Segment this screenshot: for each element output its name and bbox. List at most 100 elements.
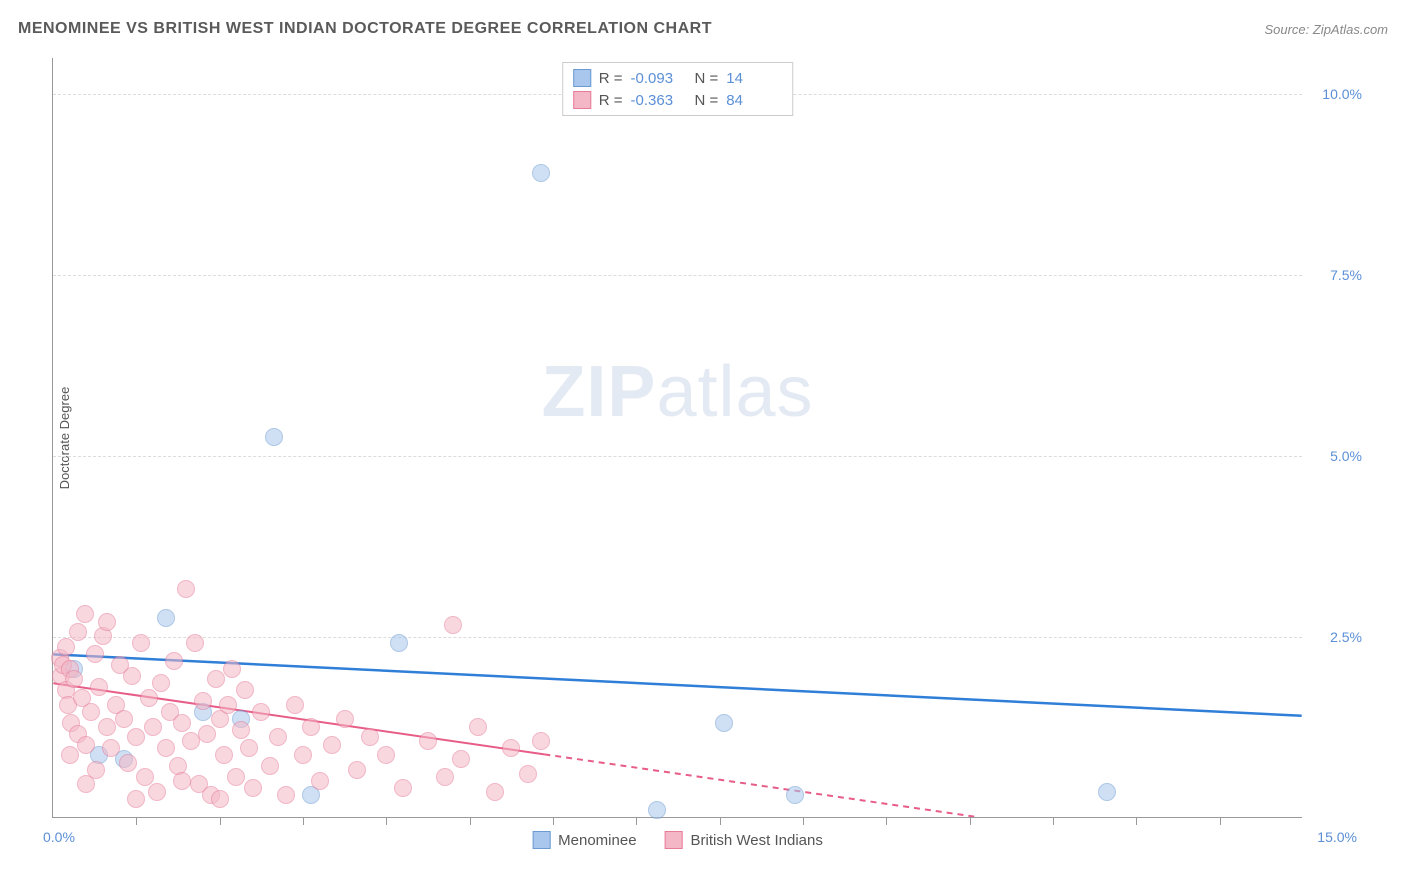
y-tick-label: 2.5% bbox=[1330, 629, 1362, 645]
scatter-point-bwi bbox=[348, 761, 366, 779]
scatter-point-bwi bbox=[177, 580, 195, 598]
scatter-point-bwi bbox=[61, 746, 79, 764]
scatter-point-bwi bbox=[311, 772, 329, 790]
legend-swatch-bwi bbox=[665, 831, 683, 849]
stat-n-label: N = bbox=[695, 70, 719, 87]
x-tick bbox=[636, 817, 637, 825]
scatter-point-bwi bbox=[452, 750, 470, 768]
bottom-legend: Menominee British West Indians bbox=[532, 831, 823, 849]
x-tick bbox=[220, 817, 221, 825]
x-tick bbox=[1220, 817, 1221, 825]
scatter-point-bwi bbox=[127, 790, 145, 808]
scatter-point-menominee bbox=[265, 428, 283, 446]
x-tick bbox=[720, 817, 721, 825]
scatter-point-bwi bbox=[69, 623, 87, 641]
legend-swatch-menominee bbox=[532, 831, 550, 849]
scatter-point-bwi bbox=[123, 667, 141, 685]
scatter-point-bwi bbox=[519, 765, 537, 783]
scatter-point-bwi bbox=[144, 718, 162, 736]
x-axis-max-label: 15.0% bbox=[1317, 829, 1357, 845]
x-tick bbox=[386, 817, 387, 825]
scatter-point-bwi bbox=[502, 739, 520, 757]
scatter-point-bwi bbox=[486, 783, 504, 801]
scatter-point-bwi bbox=[286, 696, 304, 714]
x-tick bbox=[553, 817, 554, 825]
stat-n-value-menominee: 14 bbox=[726, 70, 782, 87]
watermark-atlas: atlas bbox=[656, 352, 813, 432]
stat-n-value-bwi: 84 bbox=[726, 92, 782, 109]
scatter-point-bwi bbox=[132, 634, 150, 652]
x-tick bbox=[970, 817, 971, 825]
scatter-point-bwi bbox=[252, 703, 270, 721]
stat-n-label: N = bbox=[695, 92, 719, 109]
x-tick bbox=[803, 817, 804, 825]
gridline-h bbox=[53, 275, 1302, 276]
scatter-point-bwi bbox=[77, 736, 95, 754]
scatter-point-menominee bbox=[648, 801, 666, 819]
scatter-point-menominee bbox=[390, 634, 408, 652]
scatter-point-bwi bbox=[207, 670, 225, 688]
scatter-point-bwi bbox=[532, 732, 550, 750]
scatter-point-bwi bbox=[186, 634, 204, 652]
scatter-point-menominee bbox=[715, 714, 733, 732]
watermark-zip: ZIP bbox=[541, 352, 656, 432]
scatter-point-bwi bbox=[211, 790, 229, 808]
stat-r-label: R = bbox=[599, 92, 623, 109]
scatter-point-bwi bbox=[90, 678, 108, 696]
scatter-point-bwi bbox=[323, 736, 341, 754]
scatter-point-bwi bbox=[269, 728, 287, 746]
scatter-point-bwi bbox=[140, 689, 158, 707]
legend-label-bwi: British West Indians bbox=[691, 832, 823, 849]
scatter-point-bwi bbox=[236, 681, 254, 699]
scatter-point-bwi bbox=[336, 710, 354, 728]
scatter-point-bwi bbox=[173, 714, 191, 732]
scatter-point-bwi bbox=[198, 725, 216, 743]
trend-lines bbox=[53, 58, 1302, 817]
stat-r-value-menominee: -0.093 bbox=[631, 70, 687, 87]
scatter-point-bwi bbox=[227, 768, 245, 786]
stats-box: R = -0.093 N = 14 R = -0.363 N = 84 bbox=[562, 62, 794, 116]
scatter-point-bwi bbox=[86, 645, 104, 663]
x-tick bbox=[470, 817, 471, 825]
x-tick bbox=[303, 817, 304, 825]
stats-row-bwi: R = -0.363 N = 84 bbox=[573, 89, 783, 111]
y-tick-label: 5.0% bbox=[1330, 448, 1362, 464]
scatter-point-bwi bbox=[173, 772, 191, 790]
scatter-point-menominee bbox=[786, 786, 804, 804]
x-tick bbox=[136, 817, 137, 825]
stats-row-menominee: R =-0.093N =14 bbox=[573, 67, 783, 89]
scatter-point-menominee bbox=[157, 609, 175, 627]
scatter-point-bwi bbox=[219, 696, 237, 714]
scatter-point-bwi bbox=[182, 732, 200, 750]
scatter-point-bwi bbox=[419, 732, 437, 750]
x-axis-origin-label: 0.0% bbox=[43, 829, 75, 845]
scatter-point-bwi bbox=[98, 718, 116, 736]
scatter-point-bwi bbox=[98, 613, 116, 631]
legend-item-menominee: Menominee bbox=[532, 831, 636, 849]
plot-area: Doctorate Degree ZIPatlas R = -0.093 N = 14… bbox=[52, 58, 1302, 818]
scatter-point-bwi bbox=[261, 757, 279, 775]
stat-r-value-bwi: -0.363 bbox=[631, 92, 687, 109]
source-attribution: Source: ZipAtlas.com bbox=[1264, 22, 1388, 37]
y-axis-label: Doctorate Degree bbox=[57, 386, 72, 489]
scatter-point-bwi bbox=[232, 721, 250, 739]
scatter-point-bwi bbox=[165, 652, 183, 670]
scatter-point-bwi bbox=[194, 692, 212, 710]
scatter-point-bwi bbox=[469, 718, 487, 736]
scatter-point-bwi bbox=[394, 779, 412, 797]
y-tick-label: 7.5% bbox=[1330, 267, 1362, 283]
legend-item-bwi: British West Indians bbox=[665, 831, 823, 849]
scatter-point-bwi bbox=[115, 710, 133, 728]
scatter-point-bwi bbox=[119, 754, 137, 772]
scatter-point-bwi bbox=[148, 783, 166, 801]
gridline-h bbox=[53, 637, 1302, 638]
swatch-menominee bbox=[573, 69, 591, 87]
scatter-point-menominee bbox=[532, 164, 550, 182]
chart-title: MENOMINEE VS BRITISH WEST INDIAN DOCTORA… bbox=[18, 20, 712, 38]
swatch-bwi bbox=[573, 91, 591, 109]
scatter-point-bwi bbox=[127, 728, 145, 746]
scatter-point-bwi bbox=[302, 718, 320, 736]
scatter-point-bwi bbox=[361, 728, 379, 746]
scatter-point-bwi bbox=[152, 674, 170, 692]
scatter-point-bwi bbox=[444, 616, 462, 634]
